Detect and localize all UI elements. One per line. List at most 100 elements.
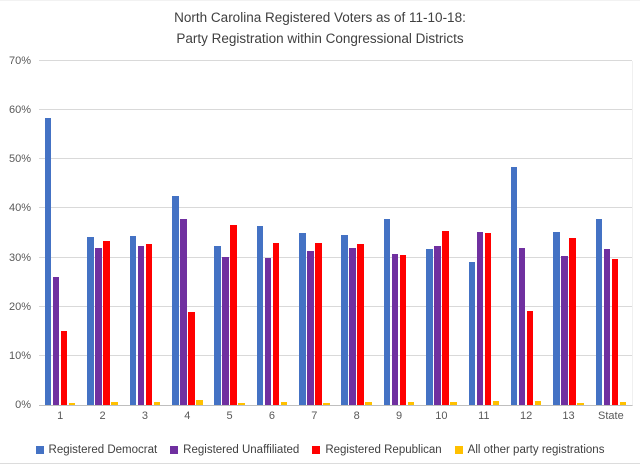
bar-registered-democrat-12	[510, 167, 518, 405]
x-tick-label-12: 12	[520, 410, 533, 422]
bar-registered-republican-4	[188, 311, 195, 405]
chart-title-line2: Party Registration within Congressional …	[176, 31, 464, 46]
bar-all-other-party-registrations-11	[492, 401, 500, 405]
bar-registered-unaffiliated-12	[518, 248, 526, 405]
bar-registered-unaffiliated-11	[476, 232, 484, 405]
bar-all-other-party-registrations-9	[407, 402, 415, 405]
bar-registered-republican-8	[357, 244, 364, 405]
bar-registered-democrat-2	[87, 237, 94, 405]
y-tick-label-30%: 30%	[8, 251, 31, 264]
bar-registered-unaffiliated-3	[137, 246, 145, 405]
x-tick-label-3: 3	[141, 410, 148, 422]
bar-group-8	[336, 61, 378, 405]
bar-group-3	[124, 61, 166, 405]
bar-registered-republican-State	[611, 259, 619, 405]
legend-item-all-other-party-registrations: All other party registrations	[454, 443, 604, 457]
x-tick-label-9: 9	[395, 410, 403, 422]
x-tick-label-10: 10	[435, 410, 448, 422]
bar-registered-democrat-13	[553, 232, 560, 405]
bar-registered-unaffiliated-8	[349, 248, 356, 405]
x-tick-label-8: 8	[353, 410, 360, 422]
bar-registered-republican-11	[484, 233, 492, 405]
bar-registered-unaffiliated-4	[180, 219, 187, 405]
legend-label: Registered Republican	[325, 444, 442, 456]
gridline-20	[39, 305, 632, 307]
bar-registered-unaffiliated-5	[222, 257, 229, 405]
bar-registered-democrat-11	[468, 261, 476, 405]
bar-all-other-party-registrations-8	[365, 401, 372, 405]
bar-all-other-party-registrations-12	[534, 400, 542, 405]
bar-registered-unaffiliated-6	[264, 258, 272, 405]
legend-item-registered-unaffiliated: Registered Unaffiliated	[170, 443, 299, 457]
bar-registered-unaffiliated-State	[603, 249, 611, 405]
bar-registered-unaffiliated-10	[434, 245, 441, 405]
x-tick-label-4: 4	[184, 410, 191, 422]
x-tick-label-7: 7	[311, 410, 318, 422]
bar-registered-democrat-5	[214, 245, 221, 405]
legend-marker-icon	[35, 446, 44, 454]
legend-label: Registered Unaffiliated	[183, 444, 300, 456]
gridline-50	[39, 158, 632, 160]
y-tick-label-50%: 50%	[8, 153, 31, 166]
bar-registered-unaffiliated-2	[95, 248, 102, 405]
bar-registered-republican-2	[103, 240, 110, 405]
chart-title-line1: North Carolina Registered Voters as of 1…	[174, 10, 466, 25]
bar-group-2	[81, 61, 123, 405]
x-tick-label-2: 2	[99, 410, 106, 422]
gridline-30	[39, 256, 632, 258]
x-tick-label-13: 13	[562, 410, 575, 422]
gridline-40	[39, 207, 632, 209]
y-tick-label-0%: 0%	[15, 399, 31, 411]
bar-registered-unaffiliated-7	[307, 250, 314, 405]
bar-all-other-party-registrations-13	[577, 402, 584, 405]
y-tick-label-70%: 70%	[8, 55, 31, 67]
bar-all-other-party-registrations-3	[153, 401, 161, 405]
bar-registered-republican-3	[145, 244, 153, 405]
bar-all-other-party-registrations-5	[238, 402, 245, 405]
legend-item-registered-democrat: Registered Democrat	[35, 443, 158, 457]
x-tick-label-5: 5	[226, 410, 233, 422]
bar-group-7	[293, 61, 335, 405]
gridline-60	[39, 109, 632, 111]
legend: Registered Democrat Registered Unaffiliat…	[0, 443, 640, 457]
bar-registered-republican-10	[442, 231, 449, 405]
legend-label: Registered Democrat	[48, 444, 158, 456]
bar-registered-republican-7	[315, 243, 322, 405]
plot-area	[39, 60, 633, 406]
bar-registered-republican-6	[272, 242, 280, 405]
bars	[39, 61, 632, 405]
gridline-70	[39, 60, 632, 61]
bar-registered-unaffiliated-13	[561, 256, 568, 405]
legend-marker-icon	[170, 446, 179, 454]
y-tick-label-60%: 60%	[8, 104, 31, 117]
bar-registered-democrat-4	[172, 195, 179, 405]
bar-group-10	[420, 61, 462, 405]
bar-all-other-party-registrations-6	[280, 402, 288, 405]
bar-registered-democrat-3	[129, 235, 137, 405]
bar-registered-republican-12	[526, 311, 534, 405]
bar-group-6	[251, 61, 293, 405]
bar-group-12	[505, 61, 547, 405]
bar-registered-democrat-1	[44, 117, 52, 405]
bar-group-1	[39, 61, 81, 405]
y-tick-label-10%: 10%	[8, 349, 31, 362]
bar-registered-democrat-10	[426, 249, 433, 405]
bar-registered-democrat-9	[383, 219, 391, 405]
bar-all-other-party-registrations-4	[196, 400, 203, 405]
bar-registered-democrat-State	[595, 218, 603, 405]
bar-group-13	[547, 61, 589, 405]
bar-group-State	[590, 61, 632, 405]
bar-registered-republican-13	[569, 237, 576, 405]
bar-all-other-party-registrations-7	[323, 402, 330, 405]
bar-group-4	[166, 61, 208, 405]
legend-marker-icon	[312, 446, 321, 454]
x-tick-label-11: 11	[478, 410, 490, 422]
legend-item-registered-republican: Registered Republican	[312, 443, 442, 457]
bar-registered-republican-9	[399, 254, 407, 405]
bar-group-9	[378, 61, 420, 405]
bar-group-11	[463, 61, 505, 405]
x-axis-tick-labels: 1 2 3 4 5 6 7 8 9 10 11 12 13 State	[39, 409, 632, 423]
y-tick-label-20%: 20%	[8, 300, 31, 313]
bar-registered-democrat-8	[341, 235, 348, 405]
